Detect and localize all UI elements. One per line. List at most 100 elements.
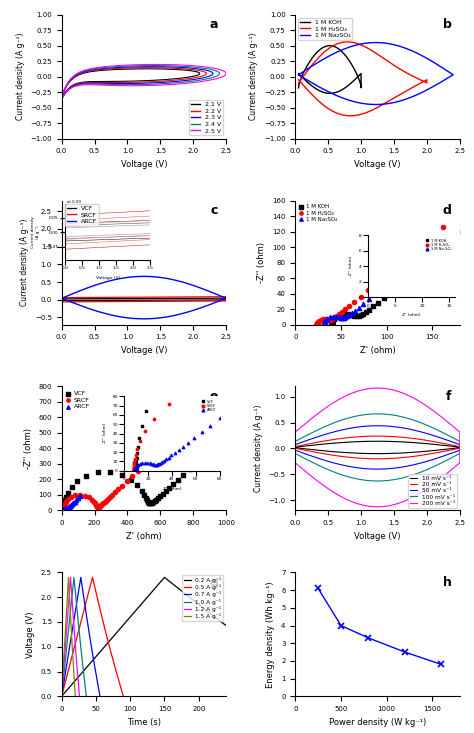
- 1 M H₂SO₄: [333, 310, 341, 322]
- VCF: [60, 501, 67, 512]
- 1 M Na₂SO₄: [342, 312, 349, 323]
- 1 M KOH: [328, 318, 336, 330]
- 50 mV s⁻¹: [292, 441, 298, 449]
- 1 M H₂SO₄: [314, 317, 321, 328]
- SRCF: [59, 504, 67, 516]
- SRCF: [208, 292, 214, 301]
- Legend: 1 M KOH, 1 M H₂SO₄, 1 M Na₂SO₄: 1 M KOH, 1 M H₂SO₄, 1 M Na₂SO₄: [298, 18, 352, 40]
- VCF: [193, 295, 199, 304]
- ARCF: [63, 504, 70, 515]
- 1 M H₂SO₄: [313, 319, 321, 331]
- 1 M KOH: [365, 303, 373, 315]
- SRCF: [59, 504, 67, 515]
- Y-axis label: Current density (A g⁻¹): Current density (A g⁻¹): [254, 405, 263, 493]
- 1.0 A g⁻¹: [60, 680, 66, 689]
- X-axis label: Power density (W kg⁻¹): Power density (W kg⁻¹): [329, 718, 426, 726]
- 1 M Na₂SO₄: [365, 293, 373, 305]
- SRCF: [76, 489, 84, 501]
- VCF: [59, 504, 67, 516]
- 1.0 A g⁻¹: [64, 636, 70, 645]
- SRCF: [106, 491, 114, 503]
- ARCF: [59, 504, 67, 516]
- 1 M H₂SO₄: [439, 221, 447, 232]
- 1 M H₂SO₄: [418, 239, 425, 251]
- 1 M Na₂SO₄: [320, 319, 328, 331]
- VCF: [59, 504, 67, 516]
- ARCF: [63, 504, 70, 515]
- 1 M H₂SO₄: [313, 319, 321, 331]
- 0.5 A g⁻¹: [120, 692, 126, 701]
- ARCF: [59, 504, 67, 516]
- VCF: [60, 504, 67, 515]
- VCF: [186, 463, 193, 475]
- VCF: [60, 499, 67, 511]
- 0.5 A g⁻¹: [118, 684, 124, 693]
- 1 M Na₂SO₄: [320, 318, 328, 330]
- SRCF: [59, 504, 67, 516]
- SRCF: [134, 465, 142, 476]
- ARCF: [64, 502, 72, 514]
- SRCF: [60, 500, 68, 512]
- 0.5 A g⁻¹: [59, 692, 64, 701]
- VCF: [212, 438, 219, 450]
- Line: 0.2 A g⁻¹: 0.2 A g⁻¹: [62, 578, 329, 696]
- VCF: [59, 504, 67, 516]
- Y-axis label: Current density (A g⁻¹): Current density (A g⁻¹): [20, 218, 29, 306]
- SRCF: [109, 489, 116, 501]
- 1 M H₂SO₄: [400, 254, 408, 266]
- 1 M KOH: [328, 319, 336, 331]
- VCF: [59, 504, 67, 516]
- VCF: [146, 498, 154, 509]
- Line: 10 mV s⁻¹: 10 mV s⁻¹: [295, 441, 460, 454]
- 1 M KOH: [329, 314, 337, 326]
- ARCF: [59, 504, 67, 516]
- ARCF: [61, 504, 69, 515]
- SRCF: [59, 504, 67, 516]
- SRCF: [123, 476, 130, 487]
- SRCF: [144, 292, 149, 301]
- VCF: [153, 494, 160, 506]
- 100 mV s⁻¹: [421, 466, 427, 475]
- VCF: [117, 294, 123, 303]
- SRCF: [59, 298, 64, 306]
- Line: 50 mV s⁻¹: 50 mV s⁻¹: [295, 426, 460, 469]
- 1.0 A g⁻¹: [71, 573, 77, 582]
- 1 M KOH: [355, 310, 363, 322]
- ARCF: [73, 494, 80, 506]
- SRCF: [141, 458, 149, 470]
- ARCF: [59, 504, 67, 516]
- ARCF: [59, 504, 67, 516]
- 0.5 A g⁻¹: [62, 680, 68, 689]
- 1 M KOH: [336, 309, 344, 321]
- 1.0 A g⁻¹: [82, 677, 88, 686]
- 0.2 A g⁻¹: [162, 573, 167, 582]
- 1 M KOH: [380, 292, 388, 303]
- 1 M Na₂SO₄: [348, 307, 356, 319]
- VCF: [154, 493, 162, 504]
- 1 M KOH: [397, 279, 404, 290]
- 10 mV s⁻¹: [411, 448, 417, 457]
- ARCF: [59, 504, 67, 516]
- ARCF: [59, 504, 67, 516]
- Text: h: h: [443, 576, 452, 589]
- ARCF: [59, 504, 67, 516]
- 1 M H₂SO₄: [338, 306, 346, 318]
- 1 M KOH: [328, 319, 336, 331]
- VCF: [202, 448, 210, 460]
- ARCF: [59, 504, 67, 516]
- 1 M Na₂SO₄: [338, 312, 346, 324]
- Legend: 2.1 V, 2.2 V, 2.3 V, 2.4 V, 2.5 V: 2.1 V, 2.2 V, 2.3 V, 2.4 V, 2.5 V: [189, 100, 223, 136]
- 10 mV s⁻¹: [292, 443, 298, 452]
- SRCF: [88, 494, 96, 506]
- SRCF: [59, 504, 67, 516]
- 1 M KOH: [357, 309, 365, 321]
- 1 M KOH: [362, 306, 370, 318]
- Y-axis label: Current density (A g⁻¹): Current density (A g⁻¹): [249, 33, 258, 120]
- 1 M Na₂SO₄: [326, 312, 334, 323]
- 1.2 A g⁻¹: [77, 692, 82, 701]
- 1 M H₂SO₄: [321, 313, 329, 325]
- SRCF: [94, 501, 101, 513]
- 1 M KOH: [328, 319, 336, 331]
- 1 M H₂SO₄: [313, 319, 321, 331]
- 0.5 A g⁻¹: [80, 612, 85, 621]
